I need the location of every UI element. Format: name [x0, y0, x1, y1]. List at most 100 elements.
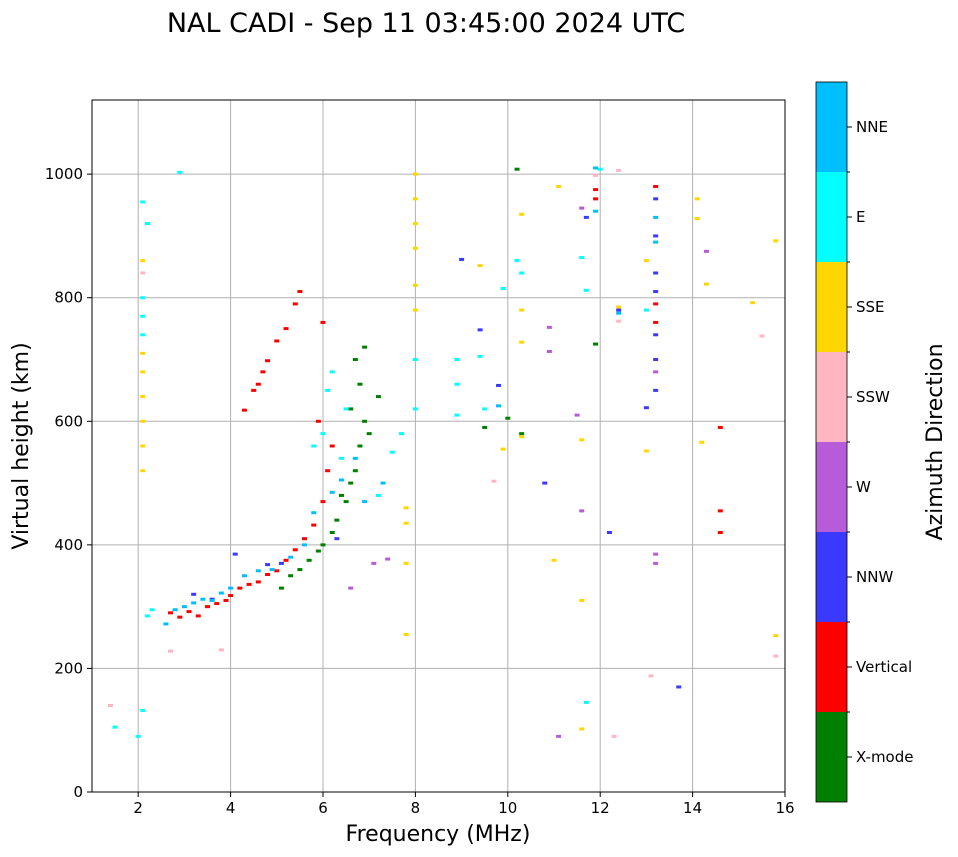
- data-point: [140, 351, 146, 355]
- data-point: [306, 558, 312, 562]
- data-point: [260, 370, 266, 374]
- x-axis-label: Frequency (MHz): [346, 822, 531, 847]
- data-point: [214, 602, 220, 606]
- data-point: [593, 209, 599, 213]
- data-point: [477, 354, 483, 358]
- data-point: [320, 320, 326, 324]
- data-point: [412, 222, 418, 226]
- series-sse: [140, 172, 779, 731]
- data-point: [519, 271, 525, 275]
- data-point: [140, 271, 146, 275]
- data-point: [144, 614, 150, 618]
- data-point: [149, 608, 155, 612]
- data-point: [107, 704, 113, 707]
- data-point: [717, 531, 723, 534]
- data-point: [519, 308, 525, 312]
- data-point: [653, 320, 659, 324]
- data-point: [459, 257, 465, 261]
- data-point: [643, 449, 649, 453]
- data-point: [556, 185, 562, 188]
- data-point: [177, 615, 183, 619]
- x-axis-ticks: 2 4 6 8 10 12 14 16: [133, 792, 795, 817]
- colorbar-tick-label: Vertical: [856, 658, 912, 676]
- data-point: [255, 580, 261, 584]
- colorbar-segment: [816, 712, 847, 802]
- data-point: [583, 288, 589, 292]
- x-tick-label: 12: [591, 799, 610, 817]
- data-point: [653, 197, 659, 201]
- data-point: [195, 614, 201, 618]
- data-point: [348, 407, 354, 411]
- series-ssw: [107, 168, 779, 738]
- data-point: [191, 601, 197, 605]
- data-point: [311, 523, 317, 527]
- data-point: [643, 406, 649, 410]
- colorbar: X-mode Vertical NNW W SSW SSE E NNE: [815, 81, 913, 803]
- x-tick-label: 2: [133, 799, 143, 817]
- data-point: [352, 456, 358, 460]
- data-point: [112, 725, 118, 729]
- data-point: [694, 197, 700, 201]
- data-point: [496, 404, 502, 408]
- y-axis-label: Virtual height (km): [9, 342, 34, 549]
- data-point: [750, 301, 756, 305]
- colorbar-tick-label: X-mode: [856, 748, 913, 766]
- data-point: [616, 168, 622, 172]
- data-point: [278, 561, 284, 565]
- data-point: [140, 314, 146, 318]
- data-point: [454, 413, 460, 417]
- data-point: [246, 582, 252, 586]
- chart-title: NAL CADI - Sep 11 03:45:00 2024 UTC: [167, 8, 685, 39]
- data-point: [514, 167, 520, 171]
- data-point: [579, 256, 585, 260]
- data-point: [218, 648, 224, 652]
- data-point: [283, 327, 289, 331]
- data-point: [412, 246, 418, 250]
- data-point: [385, 557, 391, 561]
- data-point: [352, 469, 358, 473]
- y-tick-label: 200: [54, 659, 83, 677]
- data-point: [357, 382, 363, 386]
- data-point: [616, 311, 622, 315]
- colorbar-tick-label: NNW: [856, 568, 893, 586]
- data-point: [583, 700, 589, 704]
- data-point: [703, 249, 709, 253]
- data-point: [579, 509, 585, 513]
- x-tick-label: 4: [226, 799, 236, 817]
- data-point: [653, 271, 659, 275]
- data-point: [519, 432, 525, 436]
- data-point: [297, 568, 303, 572]
- data-point: [703, 282, 709, 286]
- plot-area: 2 4 6 8 10 12 14 16 0 200 400 600 800 1000: [45, 99, 795, 817]
- data-point: [348, 586, 354, 590]
- data-point: [181, 605, 187, 609]
- data-point: [338, 456, 344, 460]
- plot-background: [92, 100, 785, 792]
- data-point: [362, 345, 368, 349]
- data-point: [144, 222, 150, 226]
- data-point: [278, 586, 284, 590]
- data-point: [200, 597, 206, 601]
- data-point: [653, 561, 659, 565]
- x-tick-label: 8: [411, 799, 421, 817]
- data-point: [218, 591, 224, 595]
- data-point: [140, 296, 146, 300]
- colorbar-tick-label: W: [856, 478, 871, 496]
- data-point: [265, 563, 271, 567]
- data-point: [491, 479, 497, 483]
- data-point: [375, 493, 381, 497]
- data-point: [542, 481, 548, 485]
- data-point: [500, 447, 506, 451]
- data-point: [329, 531, 335, 534]
- data-point: [399, 432, 405, 436]
- data-point: [606, 531, 612, 534]
- data-point: [579, 206, 585, 210]
- data-point: [140, 333, 146, 337]
- data-point: [237, 586, 243, 590]
- data-point: [500, 286, 506, 290]
- data-point: [311, 511, 317, 515]
- data-point: [228, 594, 234, 598]
- data-point: [168, 649, 174, 653]
- data-point: [477, 264, 483, 268]
- data-point: [288, 574, 294, 578]
